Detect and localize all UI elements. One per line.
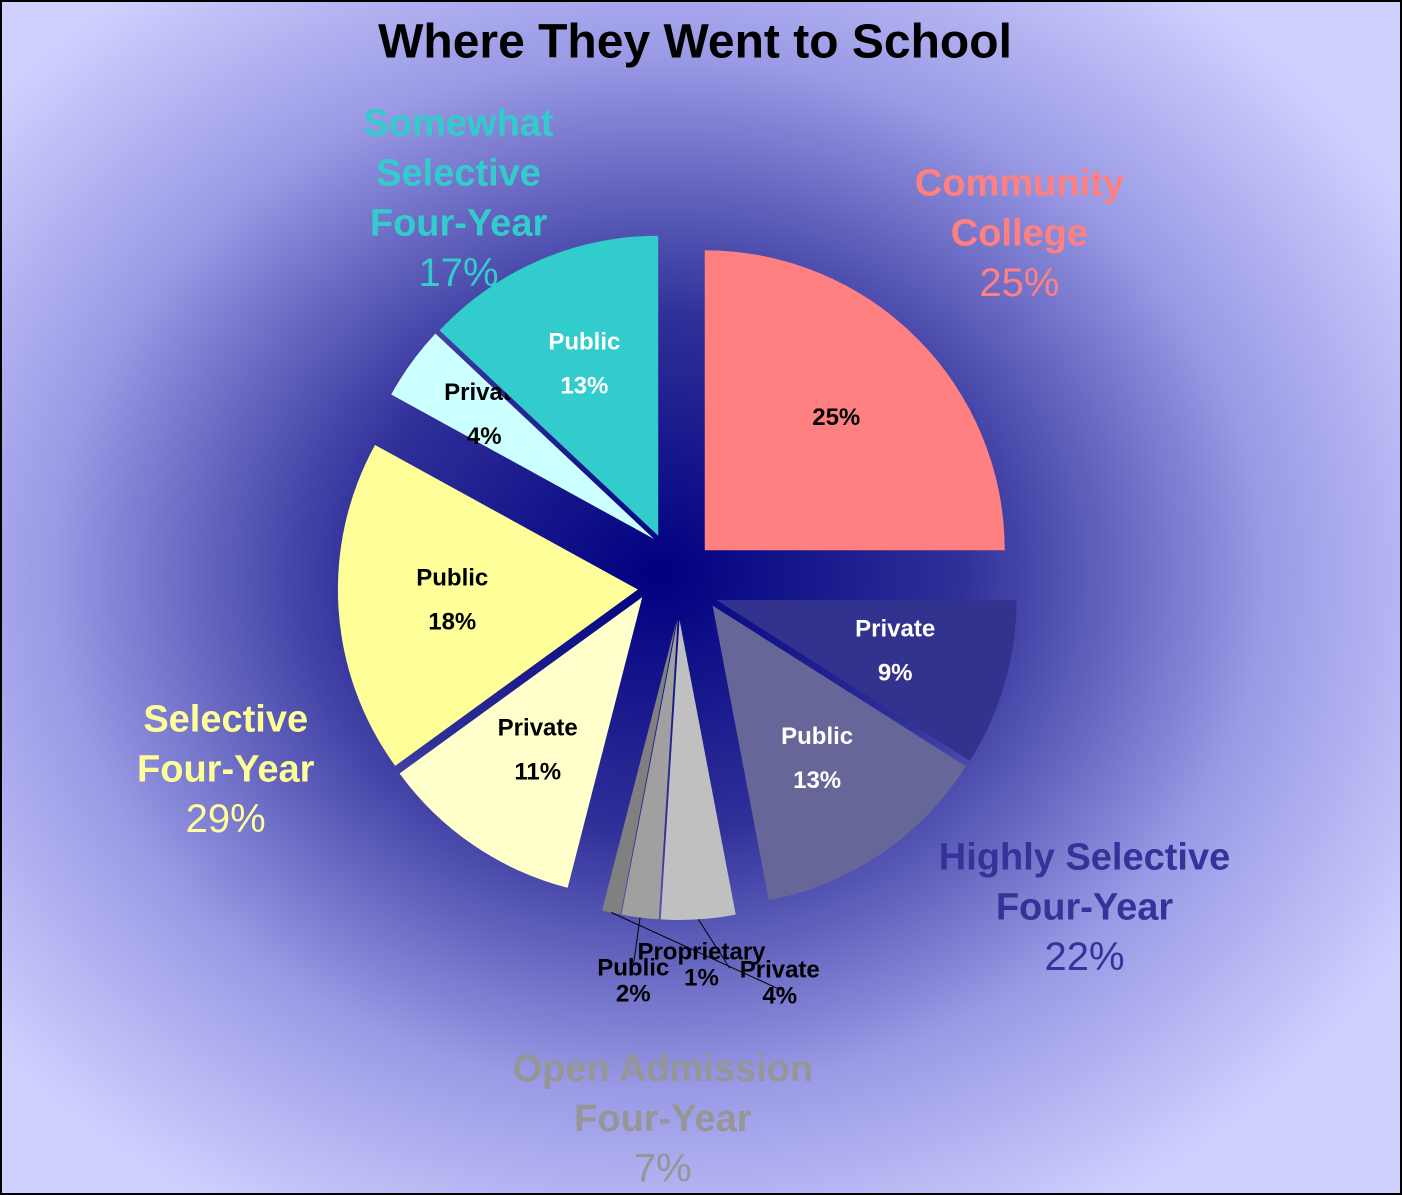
slice-label: Private [855, 615, 935, 642]
pie-slice [621, 619, 678, 920]
slice-label: Public [781, 723, 853, 750]
slice-label: Public [548, 328, 620, 355]
slice-value-label: 18% [428, 609, 476, 636]
group-label: College [951, 213, 1088, 255]
group-label: Four-Year [574, 1098, 752, 1140]
group-label: Somewhat [364, 103, 554, 145]
pie-slice [716, 600, 1017, 761]
slice-value-label: 2% [616, 980, 651, 1007]
slice-value-label: 4% [762, 983, 797, 1010]
slice-value-label: 13% [560, 372, 608, 399]
group-value-label: 29% [186, 797, 266, 841]
slice-label: Public [597, 954, 669, 981]
pie-slice [660, 619, 736, 920]
group-value-label: 22% [1044, 935, 1124, 979]
slice-value-label: 13% [793, 767, 841, 794]
slice-label: Public [416, 565, 488, 592]
group-label: Four-Year [996, 887, 1174, 929]
slice-value-label: 25% [812, 404, 860, 431]
pie-slice [399, 597, 643, 888]
group-label: Selective [376, 153, 541, 195]
group-label: Four-Year [137, 749, 315, 791]
chart-title: Where They Went to School [378, 16, 1012, 69]
pie-slice [439, 235, 659, 536]
pie-slice [602, 619, 677, 915]
group-label: Four-Year [370, 203, 548, 245]
group-label: Selective [143, 699, 308, 741]
leader-line [697, 919, 731, 969]
pie-slice [712, 605, 966, 901]
slice-label: Private [740, 957, 820, 984]
group-label: Open Admission [513, 1048, 814, 1090]
group-value-label: 25% [979, 261, 1059, 305]
pie-slice [337, 445, 638, 766]
slice-value-label: 1% [684, 965, 719, 992]
slice-value-label: 11% [514, 758, 561, 785]
group-label: Community [915, 163, 1124, 205]
group-value-label: 17% [419, 251, 499, 295]
group-label: Highly Selective [939, 837, 1230, 879]
leader-line [611, 912, 782, 991]
pie-slice [391, 333, 655, 539]
slice-label: Private [498, 714, 578, 741]
group-value-label: 7% [634, 1146, 692, 1190]
slice-value-label: 9% [878, 659, 913, 686]
slice-label: Proprietary [637, 939, 766, 966]
pie-slice [704, 250, 1005, 551]
slice-value-label: 4% [467, 423, 502, 450]
